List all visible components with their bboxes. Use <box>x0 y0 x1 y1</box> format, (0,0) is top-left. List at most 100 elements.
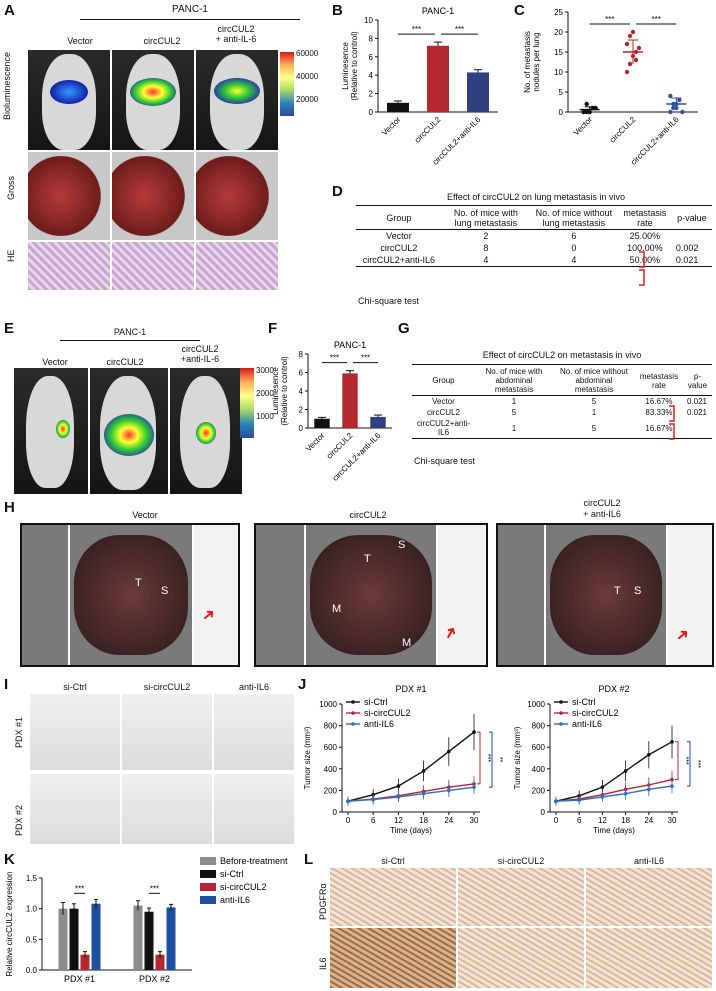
panel-a-colorbar <box>280 52 294 116</box>
scatter-point <box>627 61 633 67</box>
scatter-point <box>677 97 682 103</box>
legend-label: anti-IL6 <box>572 719 602 729</box>
legend-label: si-Ctrl <box>220 869 244 879</box>
panel-g-pvalue-2: 0.021 <box>686 408 707 417</box>
panel-g-header-with: No. of mice with abdominal metastasis <box>485 367 543 394</box>
y-tick-label: 25 <box>554 8 563 17</box>
y-tick-label: 0 <box>369 108 374 117</box>
panel-d-cell: Vector <box>386 231 412 241</box>
panel-l-il6-antiil6-image <box>586 928 712 988</box>
legend-label: si-circCUL2 <box>364 708 411 718</box>
y-tick-label: 2 <box>299 406 304 415</box>
legend-marker <box>351 722 355 726</box>
chart-title: PDX #1 <box>395 684 426 694</box>
y-tick-label: 400 <box>324 765 338 774</box>
bar <box>387 102 409 112</box>
panel-g-cell: 16.67% <box>645 397 673 406</box>
significance-bracket <box>687 741 691 787</box>
panel-e-vector-image <box>14 368 88 494</box>
panel-e-antiil6-image <box>170 368 242 494</box>
y-tick-label: 6 <box>299 369 304 378</box>
panel-label-b: B <box>332 2 343 19</box>
panel-g-cell: 1 <box>591 408 597 417</box>
panel-i-row-1: PDX #1 <box>14 716 24 748</box>
legend-label: anti-IL6 <box>364 719 394 729</box>
panel-g-cell: 1 <box>511 397 517 406</box>
panel-g-cell: 1 <box>511 423 517 433</box>
panel-h-circcul2-image: T S M M ➜ <box>254 523 488 667</box>
significance-label: *** <box>484 754 491 762</box>
legend-label: si-Ctrl <box>572 697 596 707</box>
panel-a-biolum-antiil6-image <box>196 50 278 150</box>
chart-c: 0 5 10 15 20 25 No. of metastasisnodules per l… <box>523 8 698 167</box>
y-tick-label: 15 <box>554 48 563 57</box>
panel-a-gross-circcul2-image <box>112 152 194 240</box>
panel-d-cell: 100.00% <box>627 243 663 253</box>
y-tick-label: 400 <box>532 765 546 774</box>
y-tick-label: 0.0 <box>26 966 38 975</box>
panel-h-mark-t: T <box>135 577 142 589</box>
legend-label: si-circCUL2 <box>572 708 619 718</box>
panel-i-pdx1-sicirc-image <box>122 694 212 770</box>
bar <box>155 954 165 970</box>
x-tick-label: Vector <box>572 115 595 138</box>
legend-marker <box>559 722 563 726</box>
significance-label: *** <box>694 760 701 768</box>
y-tick-label: 1.5 <box>26 874 38 883</box>
panel-h-mark-t: T <box>364 553 371 565</box>
panel-d-pvalue-1: 0.002 <box>675 243 699 253</box>
panel-i-pdx2-sictrl-image <box>30 774 120 844</box>
chart-b: PANC-1 0 2 4 6 8 10 Luminesence(Relative to con… <box>341 6 498 167</box>
y-axis-label: Luminesence(Relative to control) <box>271 356 289 426</box>
y-tick-label: 4 <box>299 387 304 396</box>
bar <box>58 908 68 970</box>
panel-e-circcul2-image <box>90 368 168 494</box>
panel-a-row-gross: Gross <box>6 175 16 200</box>
panel-label-h: H <box>4 499 15 516</box>
legend-swatch <box>200 883 216 891</box>
scatter-point <box>630 29 636 35</box>
significance-bracket <box>489 731 493 788</box>
series-line <box>347 783 475 802</box>
panel-a-header-line <box>80 19 300 20</box>
panel-h-mark-s: S <box>161 585 169 597</box>
panel-label-l: L <box>304 851 314 868</box>
bar <box>467 72 489 112</box>
chart-title: PANC-1 <box>422 6 454 16</box>
x-tick-label: 6 <box>577 816 582 825</box>
panel-d-header-p: p-value <box>677 213 707 223</box>
panel-d-cell: 50.00% <box>629 255 661 265</box>
scatter-point <box>627 33 633 39</box>
x-tick-label: 30 <box>668 816 677 825</box>
panel-d-cell: 4 <box>483 255 489 265</box>
y-axis-label: Relative circCUL2 expression <box>5 872 14 977</box>
panel-l-row-2: IL6 <box>318 957 328 970</box>
x-tick-label: 30 <box>470 816 479 825</box>
panel-d-brackets <box>639 251 645 286</box>
panel-a-group-1: Vector <box>67 36 93 46</box>
panel-d-table: Group No. of mice with lung metastasis N… <box>356 207 712 267</box>
panel-label-k: K <box>4 851 15 868</box>
y-tick-label: 0 <box>333 808 338 817</box>
panel-a-biolum-vector-image <box>28 50 110 150</box>
panel-d-cell: 0 <box>571 243 577 253</box>
panel-g-header-rate: metastasis rate <box>639 371 679 390</box>
x-tick-label: circCUL2+anti-IL6 <box>331 431 383 483</box>
legend-marker <box>351 700 355 704</box>
legend-label: Before-treatment <box>220 856 288 866</box>
table-row: circCUL2 8 0 100.00% <box>356 242 712 254</box>
panel-g-cell: 83.33% <box>645 408 673 417</box>
panel-d-cell: 2 <box>483 231 489 241</box>
series-line <box>555 778 673 802</box>
panel-label-j: J <box>298 676 307 693</box>
table-row: circCUL2+anti-IL6 1 5 16.67% <box>412 418 712 439</box>
panel-g-brackets <box>669 405 675 440</box>
panel-d-header-group: Group <box>386 213 412 223</box>
significance-label: *** <box>150 884 159 893</box>
x-tick-label: circCUL2 <box>608 115 638 145</box>
chart-f: PANC-1 0 2 4 6 8 Luminesence(Relative to contr… <box>271 340 392 483</box>
panel-l-group-3: anti-IL6 <box>633 856 665 866</box>
series-line <box>555 785 673 802</box>
panel-l-pdgfra-sicirc-image <box>458 868 584 926</box>
panel-e-group-2: circCUL2 <box>106 357 144 367</box>
